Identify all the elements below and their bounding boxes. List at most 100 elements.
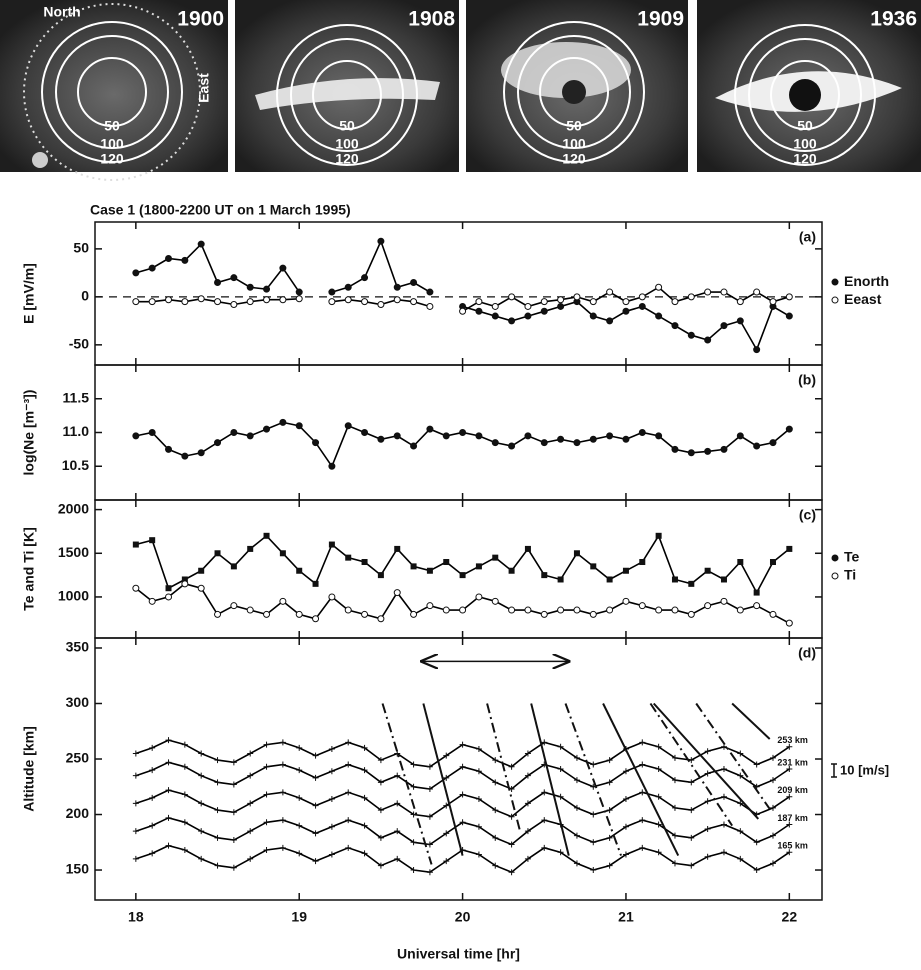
marker bbox=[214, 757, 221, 764]
marker bbox=[720, 766, 727, 772]
marker bbox=[443, 830, 450, 837]
x-tick-label: 21 bbox=[618, 909, 634, 925]
marker bbox=[459, 606, 467, 614]
marker bbox=[720, 849, 727, 856]
marker bbox=[279, 739, 286, 746]
marker bbox=[214, 807, 221, 814]
marker bbox=[590, 563, 597, 570]
marker bbox=[328, 288, 336, 296]
marker bbox=[295, 422, 303, 430]
marker bbox=[753, 602, 761, 610]
ring-label: 50 bbox=[797, 118, 813, 134]
year: 1908 bbox=[408, 8, 455, 31]
marker bbox=[198, 855, 205, 862]
marker bbox=[410, 761, 417, 768]
marker bbox=[296, 744, 303, 751]
marker bbox=[279, 550, 286, 557]
marker bbox=[426, 425, 434, 433]
marker bbox=[312, 752, 319, 759]
marker bbox=[524, 772, 531, 779]
ring-label: 50 bbox=[566, 118, 582, 134]
marker bbox=[344, 283, 352, 291]
marker bbox=[361, 850, 368, 857]
marker bbox=[230, 837, 237, 844]
marker bbox=[394, 750, 401, 757]
marker bbox=[410, 839, 417, 846]
marker bbox=[165, 593, 173, 601]
marker bbox=[328, 795, 335, 802]
marker bbox=[606, 576, 613, 583]
marker bbox=[443, 802, 450, 809]
marker bbox=[704, 853, 711, 860]
marker bbox=[198, 828, 205, 835]
marker bbox=[541, 789, 548, 796]
marker bbox=[279, 296, 287, 304]
legend-label: Ti bbox=[844, 567, 856, 583]
marker bbox=[181, 452, 189, 460]
marker bbox=[508, 813, 515, 820]
marker bbox=[443, 774, 450, 781]
marker bbox=[214, 550, 221, 557]
marker bbox=[394, 828, 401, 835]
y-tick-label: 50 bbox=[73, 240, 89, 256]
marker bbox=[606, 779, 613, 786]
y-axis-label: E [mV/m] bbox=[21, 263, 37, 324]
marker bbox=[247, 750, 254, 757]
marker bbox=[655, 793, 662, 800]
marker bbox=[557, 296, 565, 304]
series-label: 231 km bbox=[777, 757, 808, 767]
legend-marker bbox=[831, 554, 839, 562]
marker bbox=[377, 862, 384, 869]
marker bbox=[737, 772, 744, 779]
marker bbox=[459, 429, 467, 436]
marker bbox=[443, 858, 450, 865]
marker bbox=[246, 298, 254, 306]
marker bbox=[540, 610, 548, 618]
ring-label: 50 bbox=[104, 118, 120, 134]
marker bbox=[165, 759, 172, 766]
marker bbox=[655, 532, 662, 539]
marker bbox=[671, 576, 678, 583]
sky-image: North East 1900 50 100 120 bbox=[0, 0, 228, 181]
marker bbox=[557, 766, 564, 772]
marker bbox=[720, 576, 727, 583]
marker bbox=[524, 606, 532, 614]
marker bbox=[345, 844, 352, 851]
marker bbox=[769, 860, 776, 867]
marker bbox=[508, 567, 515, 574]
marker bbox=[606, 288, 614, 296]
marker bbox=[573, 860, 580, 867]
marker bbox=[328, 541, 335, 548]
y-tick-label: 150 bbox=[66, 861, 90, 877]
marker bbox=[491, 312, 499, 320]
marker bbox=[753, 867, 760, 874]
marker bbox=[361, 767, 368, 774]
x-tick-label: 19 bbox=[291, 909, 307, 925]
marker bbox=[198, 750, 205, 757]
marker bbox=[785, 619, 793, 627]
marker bbox=[720, 322, 728, 330]
marker bbox=[361, 744, 368, 751]
marker bbox=[132, 772, 139, 779]
marker bbox=[704, 602, 712, 610]
marker bbox=[753, 589, 760, 596]
marker bbox=[393, 432, 401, 440]
marker bbox=[491, 302, 499, 310]
marker bbox=[377, 807, 384, 814]
marker bbox=[590, 867, 597, 874]
marker bbox=[263, 847, 270, 854]
panel-frame bbox=[94, 364, 823, 501]
marker bbox=[736, 298, 744, 306]
marker bbox=[541, 572, 548, 579]
marker bbox=[247, 800, 254, 807]
marker bbox=[263, 296, 271, 304]
marker bbox=[704, 748, 711, 755]
panel-label: (b) bbox=[798, 372, 816, 388]
marker bbox=[149, 767, 156, 774]
marker bbox=[296, 850, 303, 857]
ring-label: 50 bbox=[339, 118, 355, 134]
series-label: 253 km bbox=[777, 735, 808, 745]
marker bbox=[589, 298, 597, 306]
